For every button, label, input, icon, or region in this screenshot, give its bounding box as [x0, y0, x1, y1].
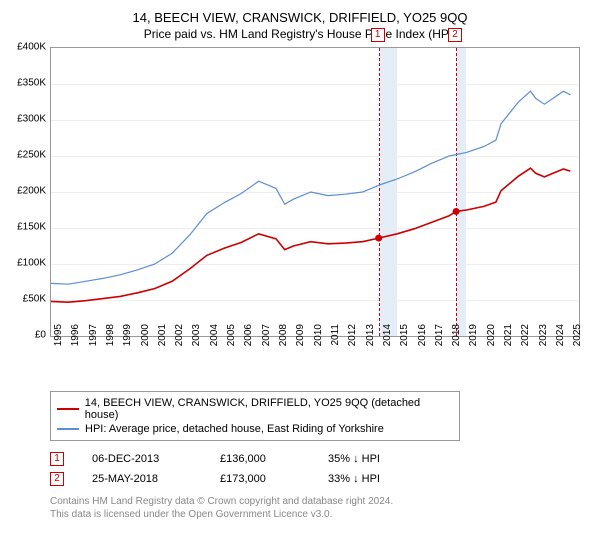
x-axis-label: 2002: [174, 324, 185, 354]
x-axis-label: 2020: [486, 324, 497, 354]
x-axis-label: 2014: [382, 324, 393, 354]
x-axis-label: 2022: [520, 324, 531, 354]
plot-area: [50, 47, 580, 337]
y-axis-label: £100K: [8, 258, 46, 269]
chart-marker: 2: [448, 28, 462, 42]
legend-row: HPI: Average price, detached house, East…: [57, 422, 453, 436]
x-axis-label: 2004: [209, 324, 220, 354]
transaction-row: 2 25-MAY-2018 £173,000 33% ↓ HPI: [50, 469, 588, 489]
x-axis-label: 2010: [313, 324, 324, 354]
x-axis-label: 2021: [503, 324, 514, 354]
transaction-marker: 2: [50, 472, 64, 486]
footer: Contains HM Land Registry data © Crown c…: [50, 495, 588, 521]
x-axis-label: 2000: [140, 324, 151, 354]
x-axis-label: 2006: [243, 324, 254, 354]
x-axis-label: 1998: [105, 324, 116, 354]
x-axis-label: 2012: [347, 324, 358, 354]
transaction-table: 1 06-DEC-2013 £136,000 35% ↓ HPI 2 25-MA…: [50, 449, 588, 489]
x-axis-label: 1999: [122, 324, 133, 354]
legend-label: 14, BEECH VIEW, CRANSWICK, DRIFFIELD, YO…: [85, 397, 453, 421]
chart-container: 14, BEECH VIEW, CRANSWICK, DRIFFIELD, YO…: [0, 0, 600, 560]
y-axis-label: £400K: [8, 42, 46, 53]
transaction-price: £173,000: [220, 473, 300, 485]
x-axis-label: 2015: [399, 324, 410, 354]
legend-row: 14, BEECH VIEW, CRANSWICK, DRIFFIELD, YO…: [57, 396, 453, 422]
x-axis-label: 2011: [330, 324, 341, 354]
data-point: [453, 208, 460, 215]
y-axis-label: £50K: [8, 294, 46, 305]
y-axis-label: £350K: [8, 78, 46, 89]
chart-marker: 1: [371, 28, 385, 42]
series-hpi: [51, 91, 570, 284]
transaction-delta: 33% ↓ HPI: [328, 473, 428, 485]
footer-line: Contains HM Land Registry data © Crown c…: [50, 495, 588, 508]
x-axis-label: 2018: [451, 324, 462, 354]
x-axis-label: 2001: [157, 324, 168, 354]
x-axis-label: 2003: [191, 324, 202, 354]
x-axis-label: 2017: [434, 324, 445, 354]
transaction-row: 1 06-DEC-2013 £136,000 35% ↓ HPI: [50, 449, 588, 469]
x-axis-label: 1995: [53, 324, 64, 354]
legend-swatch: [57, 408, 79, 410]
transaction-marker: 1: [50, 452, 64, 466]
chart-subtitle: Price paid vs. HM Land Registry's House …: [12, 27, 588, 41]
legend: 14, BEECH VIEW, CRANSWICK, DRIFFIELD, YO…: [50, 391, 460, 441]
x-axis-label: 2016: [417, 324, 428, 354]
x-axis-label: 2009: [295, 324, 306, 354]
x-axis-label: 2005: [226, 324, 237, 354]
legend-label: HPI: Average price, detached house, East…: [85, 423, 384, 435]
x-axis-label: 2013: [365, 324, 376, 354]
transaction-delta: 35% ↓ HPI: [328, 453, 428, 465]
y-axis-label: £250K: [8, 150, 46, 161]
x-axis-label: 2024: [555, 324, 566, 354]
data-point: [375, 235, 382, 242]
y-axis-label: £0: [8, 330, 46, 341]
transaction-price: £136,000: [220, 453, 300, 465]
chart-title: 14, BEECH VIEW, CRANSWICK, DRIFFIELD, YO…: [12, 10, 588, 25]
x-axis-label: 1997: [88, 324, 99, 354]
transaction-date: 06-DEC-2013: [92, 453, 192, 465]
legend-swatch: [57, 428, 79, 430]
x-axis-label: 2008: [278, 324, 289, 354]
y-axis-label: £300K: [8, 114, 46, 125]
transaction-date: 25-MAY-2018: [92, 473, 192, 485]
chart-area: £0£50K£100K£150K£200K£250K£300K£350K£400…: [50, 47, 580, 377]
x-axis-label: 1996: [70, 324, 81, 354]
y-axis-label: £200K: [8, 186, 46, 197]
footer-line: This data is licensed under the Open Gov…: [50, 508, 588, 521]
x-axis-label: 2007: [261, 324, 272, 354]
series-price_paid: [51, 168, 570, 302]
x-axis-label: 2025: [572, 324, 583, 354]
x-axis-label: 2023: [538, 324, 549, 354]
x-axis-label: 2019: [468, 324, 479, 354]
y-axis-label: £150K: [8, 222, 46, 233]
